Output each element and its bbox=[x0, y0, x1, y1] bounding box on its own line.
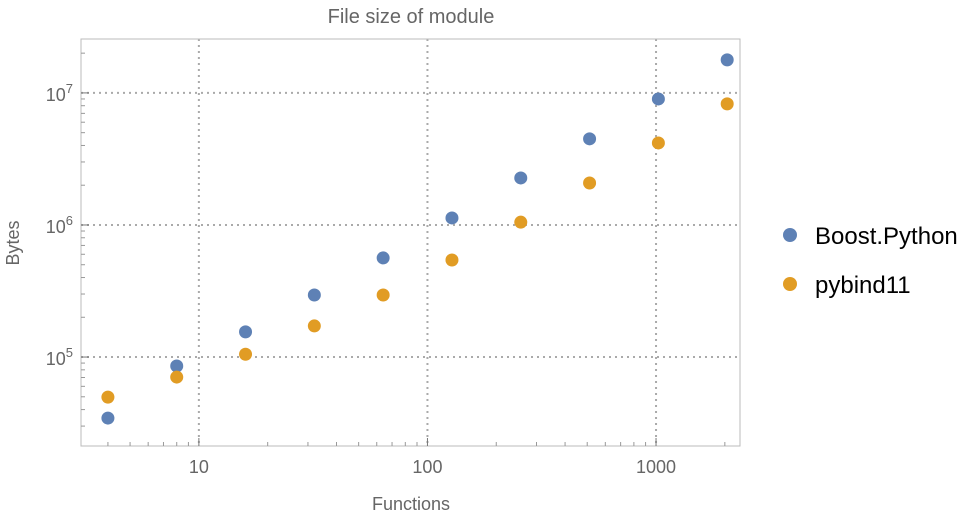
y-axis-label: Bytes bbox=[3, 220, 23, 265]
x-tick-label: 10 bbox=[189, 457, 209, 477]
y-tick-label: 106 bbox=[46, 213, 73, 237]
point-boost-python bbox=[101, 411, 115, 425]
y-tick-label: 105 bbox=[46, 345, 73, 369]
chart-title: File size of module bbox=[328, 6, 495, 28]
point-pybind11 bbox=[445, 253, 459, 267]
point-pybind11 bbox=[170, 370, 184, 384]
y-tick-label: 107 bbox=[46, 81, 73, 105]
point-boost-python bbox=[445, 211, 459, 225]
point-pybind11 bbox=[307, 319, 321, 333]
data-points bbox=[101, 53, 734, 425]
point-pybind11 bbox=[376, 288, 390, 302]
point-pybind11 bbox=[583, 176, 597, 190]
grid bbox=[81, 39, 740, 446]
point-boost-python bbox=[514, 171, 528, 185]
x-tick-label: 1000 bbox=[636, 457, 676, 477]
legend-label: pybind11 bbox=[815, 272, 911, 299]
legend-marker bbox=[783, 277, 797, 291]
x-tick-label: 100 bbox=[412, 457, 442, 477]
legend-marker bbox=[783, 228, 797, 242]
legend-label: Boost.Python bbox=[815, 223, 958, 250]
point-boost-python bbox=[583, 132, 597, 146]
point-boost-python bbox=[376, 251, 390, 265]
point-boost-python bbox=[307, 288, 321, 302]
point-pybind11 bbox=[239, 347, 253, 361]
point-boost-python bbox=[720, 53, 734, 67]
point-pybind11 bbox=[514, 215, 528, 229]
point-boost-python bbox=[239, 325, 253, 339]
legend: Boost.Python pybind11 bbox=[783, 223, 958, 299]
point-pybind11 bbox=[720, 97, 734, 111]
axis-ticks: 10 100 1000 105 106 107 bbox=[46, 52, 726, 477]
point-boost-python bbox=[651, 92, 665, 106]
point-pybind11 bbox=[651, 136, 665, 150]
plot-frame bbox=[80, 38, 741, 447]
x-axis-label: Functions bbox=[372, 494, 450, 513]
point-pybind11 bbox=[101, 390, 115, 404]
point-boost-python bbox=[170, 359, 184, 373]
